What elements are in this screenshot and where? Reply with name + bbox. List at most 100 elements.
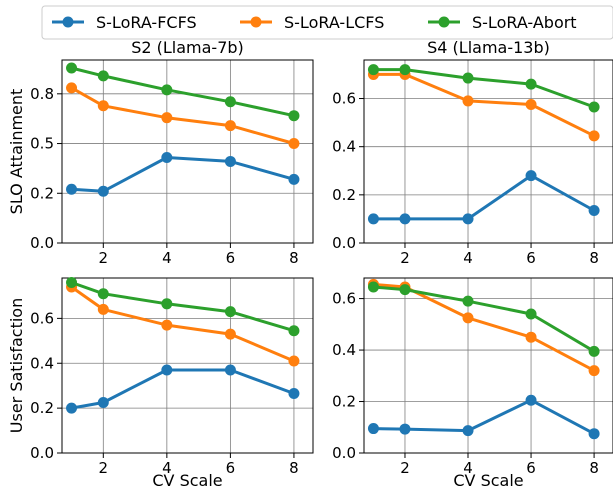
series-s-lora-abort: [66, 62, 300, 122]
data-point-s-lora-abort: [66, 62, 78, 74]
series-s-lora-fcfs: [66, 364, 300, 414]
data-point-s-lora-fcfs: [462, 425, 474, 437]
legend-marker-s-lora-fcfs: [62, 16, 74, 28]
legend-label-s-lora-lcfs: S-LoRA-LCFS: [284, 13, 384, 32]
data-point-s-lora-abort: [97, 288, 109, 300]
data-point-s-lora-fcfs: [66, 183, 78, 195]
data-point-s-lora-lcfs: [525, 331, 537, 343]
panel-3: 0.0 0.2 0.4 0.6 2 4 6 8 CV Scale User Satisfactio…: [7, 276, 314, 490]
x-axis-label: CV Scale: [453, 471, 523, 490]
axes-frame: [363, 59, 613, 244]
y-tick-label: 0.0: [332, 444, 356, 462]
y-tick-label: 0.5: [30, 135, 54, 153]
data-point-s-lora-abort: [97, 70, 109, 82]
x-tick-label: 8: [289, 459, 299, 477]
y-tick-label: 0.2: [332, 393, 356, 411]
data-point-s-lora-lcfs: [288, 138, 300, 150]
x-tick-label: 4: [463, 459, 473, 477]
series-line-s-lora-abort: [373, 285, 595, 353]
y-tick-label: 0.2: [332, 186, 356, 204]
data-point-s-lora-fcfs: [97, 185, 109, 197]
panel-title: S4 (Llama-13b): [427, 38, 550, 57]
data-point-s-lora-abort: [161, 298, 173, 310]
data-point-s-lora-abort: [525, 78, 537, 90]
series-s-lora-fcfs: [367, 394, 600, 440]
data-point-s-lora-abort: [367, 64, 379, 76]
data-point-s-lora-fcfs: [525, 394, 537, 406]
x-tick-label: 6: [526, 249, 536, 267]
data-point-s-lora-lcfs: [525, 99, 537, 111]
data-point-s-lora-fcfs: [367, 423, 379, 435]
data-point-s-lora-fcfs: [288, 388, 300, 400]
data-point-s-lora-fcfs: [224, 155, 236, 167]
x-tick-label: 6: [226, 249, 236, 267]
data-point-s-lora-abort: [161, 84, 173, 96]
data-point-s-lora-fcfs: [224, 364, 236, 376]
data-point-s-lora-abort: [288, 325, 300, 337]
y-tick-label: 0.4: [332, 341, 356, 359]
x-tick-label: 8: [289, 249, 299, 267]
data-point-s-lora-lcfs: [224, 328, 236, 340]
data-point-s-lora-fcfs: [399, 423, 411, 435]
data-point-s-lora-lcfs: [462, 312, 474, 324]
y-tick-label: 0.0: [30, 234, 54, 252]
axes-frame: [61, 277, 314, 454]
series-s-lora-fcfs: [66, 151, 300, 197]
x-tick-label: 8: [589, 459, 599, 477]
series-line-s-lora-lcfs: [373, 72, 595, 138]
y-tick-label: 0.4: [30, 354, 54, 372]
y-axis-label: SLO Attainment: [7, 89, 26, 215]
data-point-s-lora-lcfs: [288, 355, 300, 367]
axes-frame: [363, 277, 613, 454]
y-tick-label: 0.2: [30, 184, 54, 202]
data-point-s-lora-fcfs: [525, 170, 537, 182]
series-s-lora-lcfs: [367, 278, 600, 377]
x-tick-label: 4: [162, 459, 172, 477]
data-point-s-lora-fcfs: [161, 151, 173, 163]
data-point-s-lora-abort: [462, 295, 474, 307]
data-point-s-lora-abort: [525, 308, 537, 320]
data-point-s-lora-fcfs: [288, 173, 300, 185]
panel-2: 0.0 0.2 0.4 0.6 2 4 6 8 S4 (Llama-13b): [332, 38, 613, 267]
x-tick-label: 2: [99, 459, 109, 477]
series-s-lora-abort: [66, 276, 300, 337]
data-point-s-lora-fcfs: [161, 364, 173, 376]
legend-entry-s-lora-fcfs: S-LoRA-FCFS: [52, 13, 197, 32]
y-tick-label: 0.6: [30, 309, 54, 327]
series-s-lora-abort: [367, 281, 600, 357]
data-point-s-lora-lcfs: [588, 130, 600, 142]
legend-label-s-lora-abort: S-LoRA-Abort: [472, 13, 577, 32]
data-point-s-lora-fcfs: [588, 428, 600, 440]
data-point-s-lora-abort: [224, 306, 236, 318]
x-axis-label: CV Scale: [152, 471, 222, 490]
y-tick-label: 0.0: [332, 234, 356, 252]
series-line-s-lora-lcfs: [70, 86, 295, 145]
series-s-lora-abort: [367, 64, 600, 113]
series-s-lora-fcfs: [367, 170, 600, 225]
data-point-s-lora-abort: [588, 345, 600, 357]
data-point-s-lora-fcfs: [462, 213, 474, 225]
series-line-s-lora-lcfs: [373, 282, 595, 372]
y-tick-label: 0.4: [332, 138, 356, 156]
x-tick-label: 2: [400, 459, 410, 477]
data-point-s-lora-lcfs: [97, 100, 109, 112]
series-line-s-lora-fcfs: [373, 174, 595, 221]
legend-marker-s-lora-lcfs: [250, 16, 262, 28]
legend-box: [41, 5, 613, 40]
data-point-s-lora-lcfs: [66, 82, 78, 94]
data-point-s-lora-fcfs: [97, 397, 109, 409]
data-point-s-lora-abort: [399, 64, 411, 76]
x-tick-label: 4: [463, 249, 473, 267]
x-tick-label: 2: [400, 249, 410, 267]
data-point-s-lora-abort: [462, 72, 474, 84]
x-tick-label: 8: [589, 249, 599, 267]
data-point-s-lora-fcfs: [588, 204, 600, 216]
data-point-s-lora-lcfs: [588, 365, 600, 377]
axes-frame: [61, 59, 314, 244]
panel-title: S2 (Llama-7b): [131, 38, 244, 57]
legend: S-LoRA-FCFS S-LoRA-LCFS S-LoRA-Abort: [41, 5, 613, 40]
data-point-s-lora-fcfs: [399, 213, 411, 225]
data-point-s-lora-abort: [224, 96, 236, 108]
y-tick-label: 0.0: [30, 444, 54, 462]
legend-label-s-lora-fcfs: S-LoRA-FCFS: [96, 13, 197, 32]
